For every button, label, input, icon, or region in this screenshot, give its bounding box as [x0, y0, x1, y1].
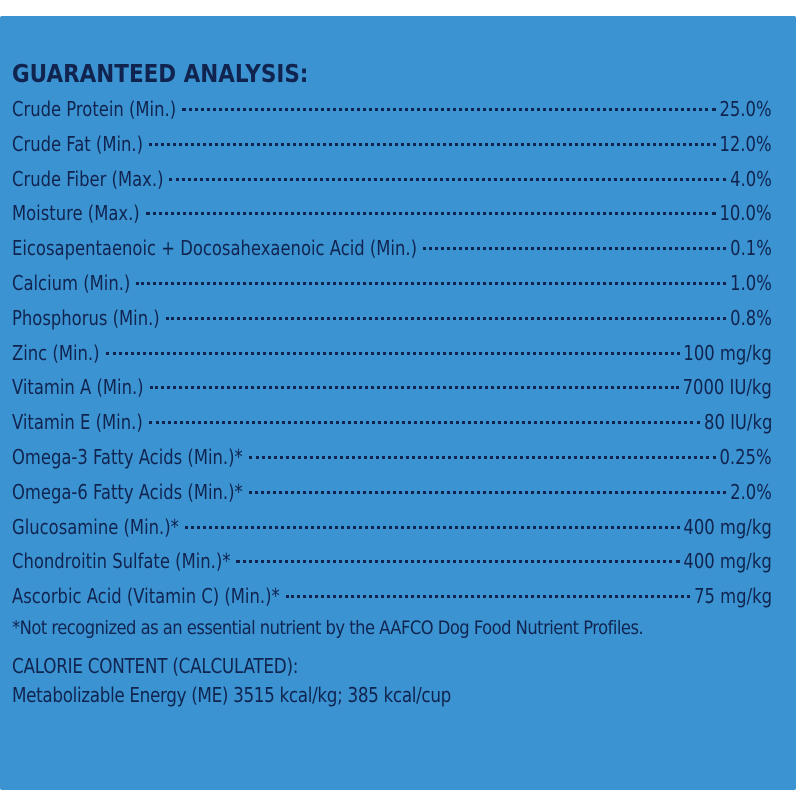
analysis-row: Vitamin A (Min.) 7000 IU/kg: [12, 370, 772, 405]
analysis-value: 1.0%: [730, 270, 772, 295]
metabolizable-energy-line: Metabolizable Energy (ME) 3515 kcal/kg; …: [12, 682, 451, 707]
analysis-value: 100 mg/kg: [683, 340, 772, 365]
guaranteed-analysis-heading: GUARANTEED ANALYSIS:: [12, 59, 309, 88]
label-content: GUARANTEED ANALYSIS: Crude Protein (Min.…: [12, 59, 772, 710]
analysis-label: Crude Protein (Min.): [12, 97, 177, 121]
analysis-list: Crude Protein (Min.) 25.0% Crude Fat (Min.…: [12, 92, 772, 614]
analysis-label: Phosphorus (Min.): [12, 305, 160, 330]
dot-leader: [423, 227, 727, 251]
analysis-value: 12.0%: [719, 131, 772, 156]
dot-leader: [165, 297, 727, 320]
analysis-value: 80 IU/kg: [703, 410, 772, 435]
dot-leader: [248, 471, 727, 494]
analysis-label: Omega-6 Fatty Acids (Min.)*: [12, 479, 243, 504]
dot-leader: [236, 540, 680, 564]
dot-leader: [136, 262, 727, 285]
analysis-label: Chondroitin Sulfate (Min.)*: [12, 549, 231, 574]
dot-leader: [169, 158, 727, 181]
analysis-row: Crude Fiber (Max.) 4.0%: [12, 162, 772, 197]
dot-leader: [182, 88, 716, 111]
analysis-row: Vitamin E (Min.) 80 IU/kg: [12, 405, 772, 440]
analysis-label: Glucosamine (Min.)*: [12, 514, 179, 539]
analysis-row: Phosphorus (Min.) 0.8%: [12, 301, 772, 336]
dot-leader: [148, 401, 700, 425]
dot-leader: [248, 436, 716, 459]
dot-leader: [285, 575, 691, 599]
analysis-label: Vitamin A (Min.): [12, 375, 144, 400]
dot-leader: [105, 332, 680, 355]
analysis-value: 2.0%: [730, 479, 772, 504]
analysis-row: Crude Fat (Min.) 12.0%: [12, 127, 772, 162]
analysis-row: Chondroitin Sulfate (Min.)* 400 mg/kg: [12, 544, 772, 579]
analysis-label: Moisture (Max.): [12, 201, 140, 226]
analysis-value: 400 mg/kg: [683, 549, 772, 574]
calorie-content-heading: CALORIE CONTENT (CALCULATED):: [12, 653, 299, 678]
analysis-value: 25.0%: [719, 97, 772, 121]
analysis-value: 10.0%: [719, 201, 772, 226]
analysis-value: 7000 IU/kg: [682, 375, 772, 400]
analysis-label: Omega-3 Fatty Acids (Min.)*: [12, 444, 243, 469]
analysis-value: 0.1%: [730, 236, 772, 261]
analysis-value: 75 mg/kg: [694, 584, 772, 609]
analysis-label: Zinc (Min.): [12, 340, 100, 365]
dot-leader: [184, 506, 680, 529]
analysis-row: Omega-3 Fatty Acids (Min.)* 0.25%: [12, 440, 772, 475]
analysis-label: Crude Fat (Min.): [12, 131, 144, 156]
analysis-row: Zinc (Min.) 100 mg/kg: [12, 336, 772, 371]
label-panel: GUARANTEED ANALYSIS: Crude Protein (Min.…: [0, 16, 796, 790]
analysis-row: Calcium (Min.) 1.0%: [12, 266, 772, 301]
analysis-row: Eicosapentaenoic + Docosahexaenoic Acid …: [12, 231, 772, 266]
analysis-row: Ascorbic Acid (Vitamin C) (Min.)* 75 mg/k…: [12, 579, 772, 614]
analysis-value: 0.25%: [719, 444, 772, 469]
analysis-label: Eicosapentaenoic + Docosahexaenoic Acid …: [12, 236, 418, 261]
analysis-label: Crude Fiber (Max.): [12, 166, 164, 191]
analysis-value: 0.8%: [730, 305, 772, 330]
analysis-value: 4.0%: [730, 166, 772, 191]
dot-leader: [149, 366, 679, 390]
analysis-value: 400 mg/kg: [683, 514, 772, 539]
dot-leader: [145, 192, 716, 216]
analysis-row: Crude Protein (Min.) 25.0%: [12, 92, 772, 127]
analysis-label: Vitamin E (Min.): [12, 410, 143, 435]
analysis-row: Moisture (Max.) 10.0%: [12, 196, 772, 231]
analysis-row: Omega-6 Fatty Acids (Min.)* 2.0%: [12, 475, 772, 510]
aafco-footnote: *Not recognized as an essential nutrient…: [12, 616, 644, 639]
analysis-label: Ascorbic Acid (Vitamin C) (Min.)*: [12, 584, 280, 609]
dot-leader: [149, 123, 716, 146]
analysis-row: Glucosamine (Min.)* 400 mg/kg: [12, 510, 772, 545]
analysis-label: Calcium (Min.): [12, 270, 131, 295]
